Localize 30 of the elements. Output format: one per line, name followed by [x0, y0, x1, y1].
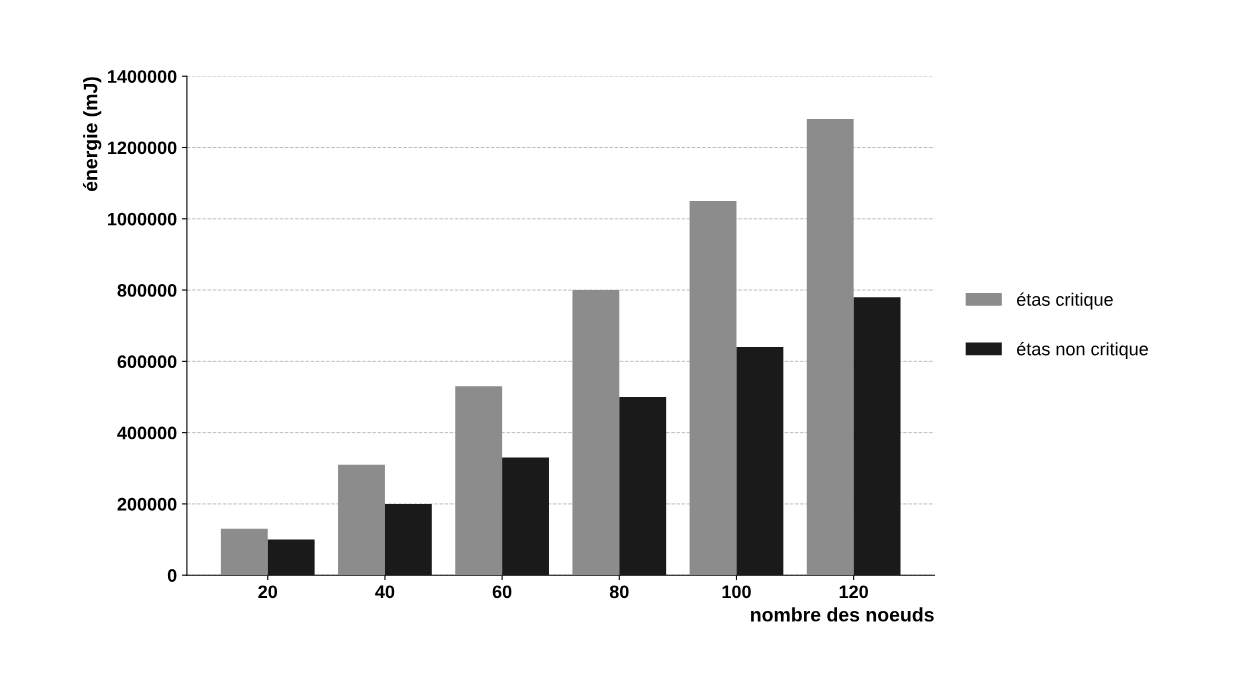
legend-label: étas critique [1017, 292, 1113, 310]
x-tick-label: 120 [839, 585, 868, 599]
bar [806, 119, 854, 576]
legend-label: étas non critique [1017, 341, 1148, 359]
y-tick-label: 200000 [117, 497, 177, 511]
x-tick-label: 20 [258, 585, 278, 599]
bar [572, 290, 620, 576]
bar [384, 503, 432, 576]
bar [689, 200, 737, 576]
y-tick-label: 600000 [117, 355, 177, 369]
x-tick-label: 100 [722, 585, 751, 599]
y-tick-label: 1400000 [108, 70, 177, 83]
y-axis-title: énergie (mJ) [82, 77, 102, 192]
y-tick-label: 1000000 [108, 212, 177, 226]
x-tick-label: 80 [609, 585, 629, 599]
bar [455, 386, 503, 576]
y-tick-label: 1200000 [108, 141, 177, 155]
y-tick-label: 0 [167, 569, 177, 582]
bar [267, 539, 315, 576]
bar [220, 528, 268, 576]
x-tick-label: 40 [375, 585, 395, 599]
bar [619, 396, 667, 576]
x-tick-label: 60 [492, 585, 512, 599]
bar [502, 457, 549, 576]
y-tick-label: 800000 [117, 284, 177, 297]
bar [853, 297, 901, 576]
y-tick-label: 400000 [117, 426, 177, 440]
bar [736, 347, 784, 576]
bar [338, 464, 385, 576]
x-axis-title: nombre des noeuds [751, 607, 934, 622]
